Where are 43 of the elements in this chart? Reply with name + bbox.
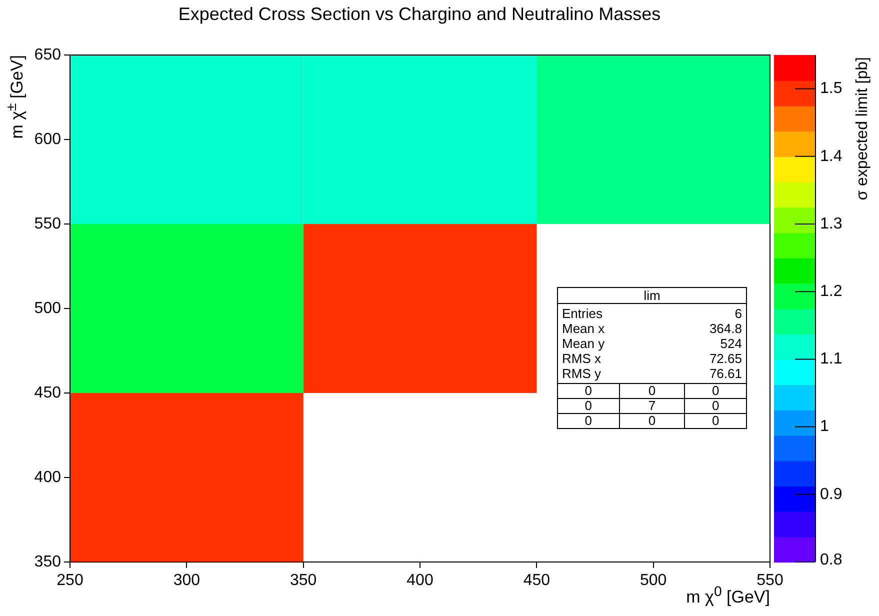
color-bar-label: 1 (820, 418, 829, 436)
annotation: 6 (734, 306, 742, 321)
annotation: 72.65 (709, 351, 742, 366)
color-bar-label: 1.1 (820, 350, 842, 368)
y-tick-label: 500 (34, 300, 62, 317)
annotation: 524 (720, 336, 742, 351)
x-tick-label: 300 (173, 572, 200, 590)
color-bar-label: 1.3 (820, 215, 842, 232)
y-tick-label: 550 (34, 215, 62, 232)
annotation: 7 (619, 398, 685, 414)
annotation: RMS x (562, 351, 601, 366)
annotation: 0 (684, 413, 746, 428)
chart-title: Expected Cross Section vs Chargino and Neutralino Masses (177, 4, 662, 25)
color-bar-label: 0.8 (820, 551, 842, 568)
annotation: Mean y (562, 336, 605, 351)
annotation: 0 (684, 383, 746, 398)
annotation: Entries (562, 306, 602, 321)
annotation: Mean x (562, 321, 605, 336)
annotation: 0 (684, 398, 746, 414)
color-bar-label: 1.4 (820, 148, 842, 165)
x-tick-label: 500 (640, 572, 667, 590)
annotation: lim (558, 288, 746, 304)
annotation: 76.61 (709, 366, 742, 381)
annotation: RMS y (562, 366, 601, 381)
y-tick-label: 450 (34, 384, 62, 402)
y-tick-label: 400 (34, 468, 62, 486)
x-tick-label: 400 (406, 572, 434, 590)
y-tick-label: 350 (34, 553, 62, 570)
x-tick-label: 450 (523, 572, 550, 590)
y-tick-label: 650 (34, 46, 62, 64)
x-tick-label: 250 (56, 572, 84, 590)
annotation: 0 (619, 383, 685, 398)
color-bar-label: 1.2 (820, 283, 842, 300)
annotation: 0 (558, 383, 620, 398)
color-bar-label: 1.5 (820, 80, 842, 98)
color-bar-title: σ expected limit [pb] (854, 57, 872, 200)
annotation: 0 (558, 398, 620, 414)
annotation: 364.8 (709, 321, 742, 336)
x-tick-label: 350 (290, 572, 317, 590)
annotation: 0 (558, 413, 620, 428)
y-tick-label: 600 (34, 130, 62, 148)
color-bar-label: 0.9 (820, 486, 842, 503)
annotation: 0 (619, 413, 685, 428)
